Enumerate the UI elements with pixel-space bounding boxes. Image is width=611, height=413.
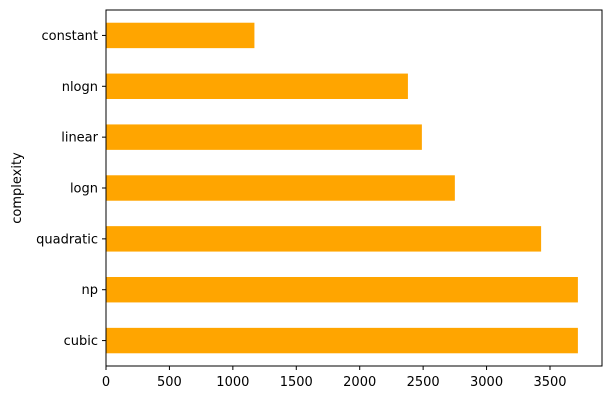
x-tick-label: 3500	[533, 375, 566, 390]
bar-constant	[106, 22, 255, 49]
x-tick-label: 500	[157, 375, 182, 390]
y-tick-label: logn	[70, 182, 98, 197]
x-tick-label: 2000	[343, 375, 376, 390]
bar-np	[106, 277, 578, 303]
y-tick-label: nlogn	[62, 80, 98, 95]
x-tick-label: 3000	[470, 375, 503, 390]
x-tick-label: 1000	[216, 375, 249, 390]
plot-frame	[105, 9, 603, 367]
y-axis-label: complexity	[10, 152, 25, 224]
y-tick-label: constant	[41, 29, 98, 44]
x-tick-label: 1500	[280, 375, 313, 390]
y-tick-label: quadratic	[36, 232, 98, 247]
bar-cubic	[106, 327, 578, 354]
x-tick-label: 2500	[407, 375, 440, 390]
y-tick-label: cubic	[64, 334, 98, 349]
bar-quadratic	[106, 226, 542, 252]
bar-logn	[106, 175, 455, 201]
bar-linear	[106, 124, 422, 150]
y-tick-label: linear	[61, 131, 98, 146]
x-tick-label: 0	[102, 375, 110, 390]
bar-nlogn	[106, 73, 408, 99]
y-tick-label: np	[82, 283, 99, 298]
